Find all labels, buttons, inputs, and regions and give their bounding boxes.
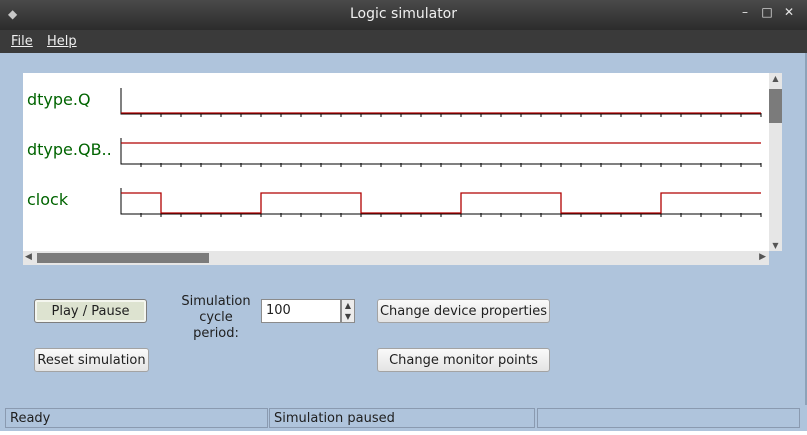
scroll-right-icon[interactable]: ▶ (759, 252, 766, 262)
status-right (537, 408, 800, 428)
cycle-label-line2: cycle period: (193, 310, 239, 341)
decrement-icon[interactable]: ▼ (344, 312, 352, 321)
menu-bar: File Help (0, 30, 807, 53)
scroll-up-icon[interactable]: ▲ (772, 74, 779, 83)
menu-help[interactable]: Help (47, 34, 77, 49)
reset-simulation-button[interactable]: Reset simulation (34, 348, 149, 372)
close-icon[interactable]: ✕ (783, 5, 795, 19)
axis-2 (120, 188, 762, 217)
signal-label-clock: clock (27, 190, 69, 209)
signal-label-dtype-qb: dtype.QB.. (27, 140, 112, 159)
status-left: Ready (5, 408, 268, 428)
play-pause-button[interactable]: Play / Pause (34, 299, 147, 323)
maximize-icon[interactable]: □ (761, 5, 773, 19)
waveform-traces (120, 88, 762, 217)
scroll-down-icon[interactable]: ▼ (772, 241, 779, 250)
cycle-period-stepper[interactable]: ▲ ▼ (341, 299, 355, 323)
vertical-scrollbar[interactable]: ▲ ▼ (769, 73, 782, 251)
title-bar: ◆ Logic simulator – □ ✕ (0, 0, 807, 30)
status-middle: Simulation paused (269, 408, 535, 428)
trace-canvas: dtype.Q dtype.QB.. clock (23, 73, 769, 251)
menu-file[interactable]: File (11, 34, 33, 49)
trace-clock (121, 192, 761, 214)
horizontal-scroll-thumb[interactable] (37, 253, 209, 263)
bottom-strip (0, 431, 807, 435)
increment-icon[interactable]: ▲ (344, 301, 352, 310)
window-controls: – □ ✕ (737, 5, 797, 19)
vertical-scroll-thumb[interactable] (769, 89, 782, 123)
status-bar: Ready Simulation paused (0, 405, 807, 431)
change-device-properties-button[interactable]: Change device properties (377, 299, 550, 323)
app-icon: ◆ (8, 7, 18, 21)
signal-label-dtype-q: dtype.Q (27, 90, 91, 109)
axis-1 (120, 138, 762, 167)
cycle-label-line1: Simulation (181, 294, 251, 309)
window-title: Logic simulator (349, 6, 458, 22)
change-monitor-points-button[interactable]: Change monitor points (377, 348, 550, 372)
minimize-icon[interactable]: – (742, 5, 748, 19)
main-panel: dtype.Q dtype.QB.. clock ▲ ▼ ◀ ▶ Play / … (0, 53, 807, 405)
scroll-left-icon[interactable]: ◀ (25, 252, 32, 262)
horizontal-scrollbar[interactable]: ◀ ▶ (23, 251, 769, 265)
cycle-period-input[interactable]: 100 (261, 299, 341, 323)
axis-0 (120, 88, 762, 117)
cycle-period-label: Simulation cycle period: (176, 294, 256, 342)
